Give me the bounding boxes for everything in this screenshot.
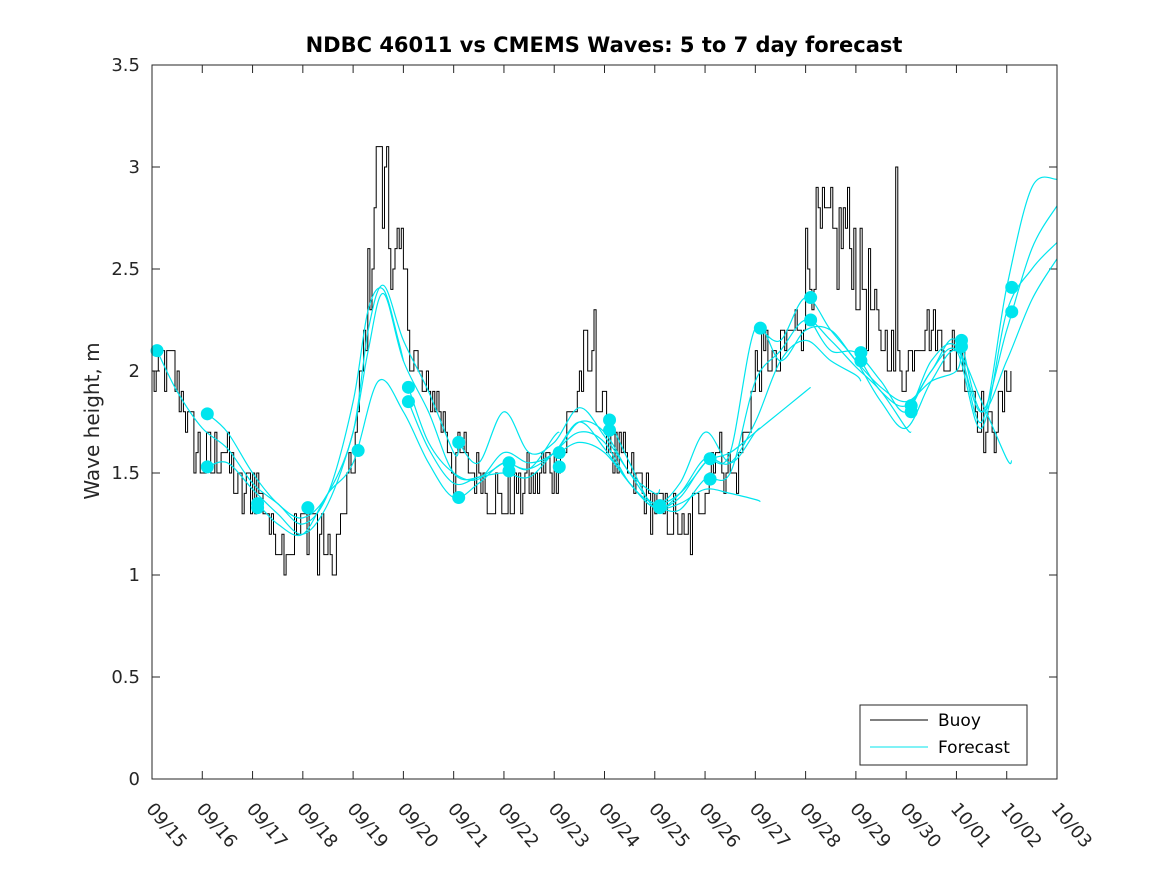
- forecast-marker: [251, 501, 265, 515]
- forecast-marker: [753, 321, 767, 335]
- forecast-line: [608, 339, 862, 510]
- forecast-marker: [200, 407, 214, 421]
- y-tick-label: 1.5: [111, 463, 140, 484]
- forecast-line: [960, 258, 1058, 413]
- forecast-marker: [703, 452, 717, 466]
- forecast-line: [156, 287, 404, 525]
- y-tick-label: 3.5: [111, 55, 140, 76]
- chart-title: NDBC 46011 vs CMEMS Waves: 5 to 7 day fo…: [306, 33, 903, 57]
- forecast-marker: [804, 291, 818, 305]
- forecast-line: [257, 378, 560, 537]
- y-tick-label: 1: [129, 565, 140, 586]
- forecast-marker: [301, 501, 315, 515]
- forecast-line: [760, 297, 1013, 465]
- legend: Buoy Forecast: [859, 704, 1028, 766]
- forecast-marker: [603, 413, 617, 427]
- forecast-line: [558, 386, 811, 509]
- forecast-marker: [703, 472, 717, 486]
- forecast-marker: [904, 405, 918, 419]
- forecast-line: [810, 205, 1058, 413]
- forecast-marker: [954, 340, 968, 354]
- forecast-marker: [502, 464, 516, 478]
- forecast-marker: [1005, 280, 1019, 294]
- forecast-marker: [603, 423, 617, 437]
- forecast-marker: [552, 446, 566, 460]
- legend-forecast-label: Forecast: [938, 738, 1010, 758]
- forecast-line: [458, 407, 761, 505]
- y-tick-label: 3: [129, 157, 140, 178]
- forecast-marker: [854, 354, 868, 368]
- y-tick-label: 2.5: [111, 259, 140, 280]
- legend-buoy-label: Buoy: [938, 711, 981, 731]
- forecast-marker: [653, 499, 667, 513]
- y-tick-label: 0.5: [111, 667, 140, 688]
- forecast-marker: [200, 460, 214, 474]
- forecast-series-group: [156, 176, 1058, 537]
- y-tick-label: 0: [129, 769, 140, 790]
- legend-box: [859, 704, 1028, 766]
- forecast-marker: [452, 490, 466, 504]
- y-tick-label: 2: [129, 361, 140, 382]
- y-tick-labels: 0 0.5 1 1.5 2 2.5 3 3.5: [111, 55, 140, 790]
- forecast-marker: [351, 444, 365, 458]
- y-axis-label: Wave height, m: [80, 342, 104, 499]
- forecast-marker: [1005, 305, 1019, 319]
- forecast-marker: [804, 313, 818, 327]
- forecast-marker: [552, 460, 566, 474]
- forecast-line: [910, 242, 1058, 429]
- forecast-marker: [452, 435, 466, 449]
- forecast-marker: [401, 395, 415, 409]
- forecast-marker: [150, 344, 164, 358]
- forecast-line: [860, 176, 1058, 423]
- forecast-markers: [150, 280, 1019, 515]
- plot-frame: [151, 64, 1058, 780]
- forecast-marker: [401, 380, 415, 394]
